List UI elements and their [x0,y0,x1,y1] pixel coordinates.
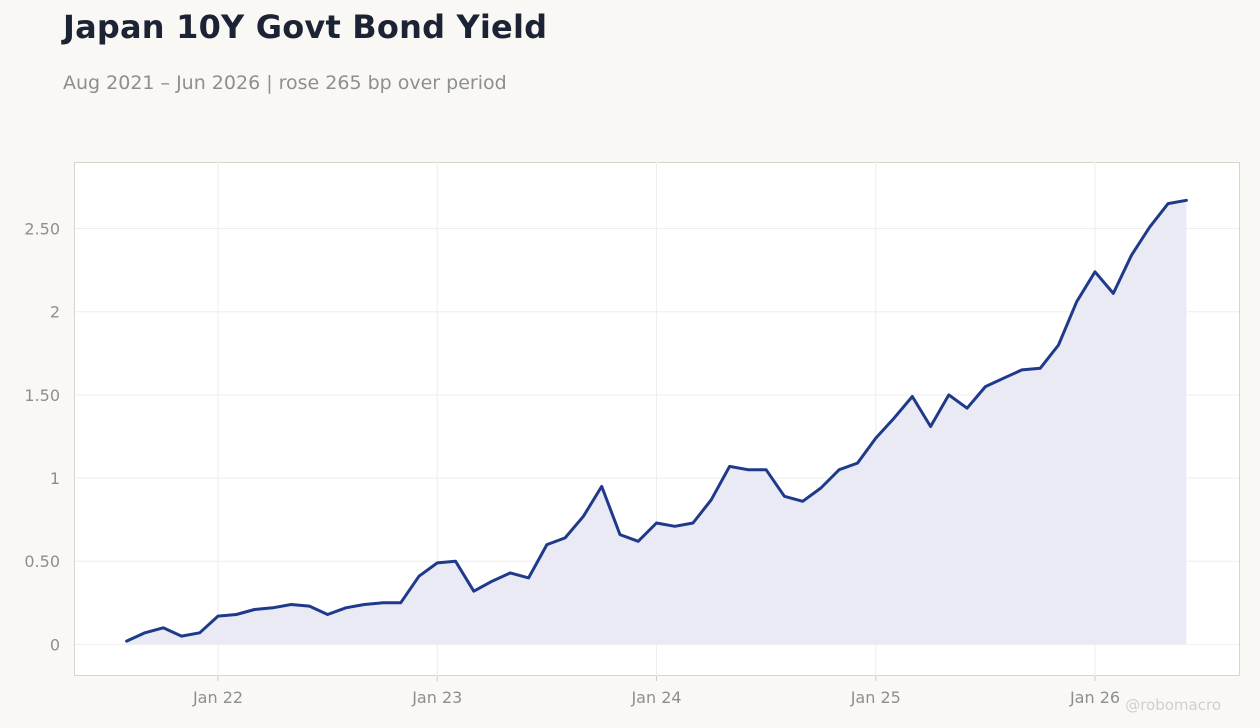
y-tick-label: 1.50 [24,386,60,405]
series-line [125,198,1188,643]
x-tick-label: Jan 22 [192,688,243,707]
y-axis-ticks: 0 0.50 1 1.50 2 2.50 [24,220,60,655]
chart-subtitle: Aug 2021 – Jun 2026 | rose 265 bp over p… [63,72,507,94]
x-axis-ticks: Jan 22 Jan 23 Jan 24 Jan 25 Jan 26 [192,676,1120,707]
watermark-text: @robomacro [1125,696,1221,714]
x-tick-label: Jan 23 [411,688,462,707]
x-tick-label: Jan 26 [1069,688,1120,707]
y-tick-label: 0 [50,635,60,654]
area-fill [126,200,1187,645]
y-tick-label: 0.50 [24,552,60,571]
x-tick-label: Jan 24 [630,688,681,707]
y-tick-label: 2.50 [24,220,60,239]
chart-title: Japan 10Y Govt Bond Yield [63,8,548,46]
y-tick-label: 1 [50,469,60,488]
y-tick-label: 2 [50,303,60,322]
x-tick-label: Jan 25 [850,688,901,707]
